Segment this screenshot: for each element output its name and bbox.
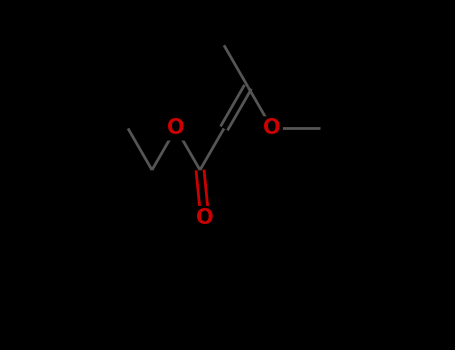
Text: O: O	[263, 118, 281, 139]
Text: O: O	[167, 118, 185, 139]
Text: O: O	[196, 208, 213, 228]
